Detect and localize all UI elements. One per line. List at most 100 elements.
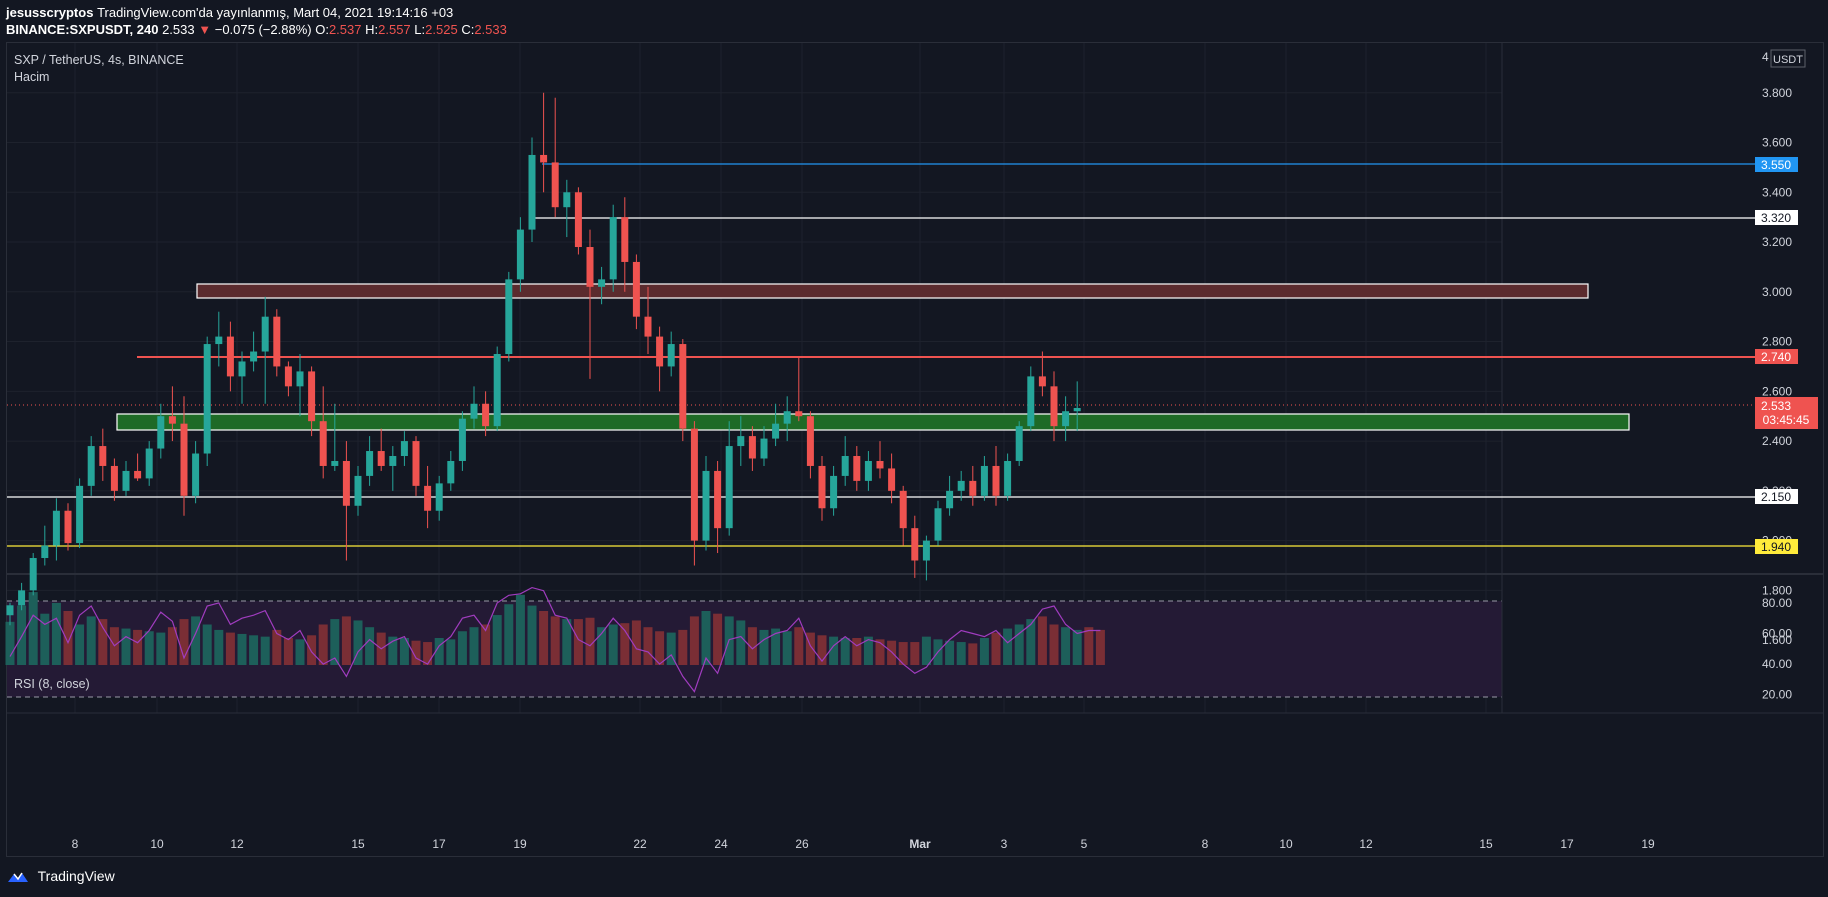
- candle-body: [714, 470, 722, 529]
- date-tick-label: Mar: [909, 837, 931, 851]
- badge-3320[interactable]: 3.320: [1755, 210, 1798, 225]
- badge-1940-text: 1.940: [1761, 540, 1791, 554]
- price-change: −0.075 (−2.88%): [214, 22, 312, 37]
- volume-bar: [318, 624, 328, 665]
- volume-bar: [863, 636, 873, 665]
- volume-bar: [956, 642, 966, 665]
- date-tick-label: 12: [230, 837, 244, 851]
- pair-legend: SXP / TetherUS, 4s, BINANCE: [14, 53, 184, 67]
- volume-bar: [17, 605, 27, 665]
- date-tick-label: 24: [714, 837, 728, 851]
- candle-body: [180, 423, 188, 496]
- volume-bar: [1003, 628, 1013, 665]
- candle-body: [551, 162, 559, 208]
- badge-3550[interactable]: 3.550: [1755, 157, 1798, 172]
- volume-bar: [840, 638, 850, 665]
- badge-last-price-text: 2.533: [1761, 399, 1791, 413]
- low-value: 2.525: [425, 22, 458, 37]
- price-tick-label: 3.200: [1762, 235, 1792, 249]
- candle-body: [412, 441, 420, 486]
- volume-bar: [51, 602, 61, 665]
- price-tick-label: 3.600: [1762, 136, 1792, 150]
- candle-body: [296, 371, 304, 387]
- tradingview-brand[interactable]: TradingView: [6, 868, 115, 885]
- volume-bar: [887, 640, 897, 665]
- volume-bar: [945, 640, 955, 665]
- candle-body: [772, 423, 780, 439]
- rsi-axis-ticks: 80.00 60.00 40.00 20.00: [1762, 596, 1792, 702]
- candle-body: [806, 416, 814, 466]
- volume-bar: [28, 592, 38, 665]
- candle-body: [354, 475, 362, 506]
- volume-bar: [620, 623, 630, 665]
- candle-body: [980, 465, 988, 496]
- date-tick-label: 10: [1279, 837, 1293, 851]
- candle-body: [1004, 460, 1012, 496]
- volume-bar: [121, 628, 131, 665]
- price-tick-label: 1.600: [1762, 633, 1792, 647]
- candle-body: [876, 460, 884, 469]
- candle-body: [238, 361, 246, 377]
- badge-2150[interactable]: 2.150: [1755, 489, 1798, 504]
- badge-last-price[interactable]: 2.533 03:45:45: [1755, 397, 1818, 429]
- last-price: 2.533: [162, 22, 195, 37]
- candle-body: [864, 460, 872, 481]
- author-name[interactable]: jesusscryptos: [6, 5, 94, 20]
- candle-body: [540, 154, 548, 163]
- volume-bar: [910, 642, 920, 665]
- volume-bar: [805, 632, 815, 665]
- candle-body: [331, 460, 339, 466]
- resistance-zone[interactable]: [196, 283, 1589, 299]
- date-tick-label: 22: [633, 837, 647, 851]
- volume-legend: Hacim: [14, 70, 49, 84]
- candle-body: [447, 460, 455, 484]
- volume-bar: [585, 617, 595, 665]
- candle-body: [215, 336, 223, 345]
- volume-bar: [399, 638, 409, 665]
- low-label: L:: [414, 22, 426, 37]
- support-zone[interactable]: [116, 413, 1630, 431]
- volume-bar: [1061, 627, 1071, 665]
- rsi-tick-label: 60.00: [1762, 627, 1792, 641]
- date-tick-label: 17: [432, 837, 446, 851]
- badge-2150-text: 2.150: [1761, 490, 1791, 504]
- volume-bar: [225, 632, 235, 665]
- volume-bar: [794, 627, 804, 665]
- badge-2740-text: 2.740: [1761, 350, 1791, 364]
- candle-body: [632, 261, 640, 317]
- volume-bar: [550, 616, 560, 665]
- candle-body: [424, 485, 432, 511]
- levels: [7, 163, 1758, 547]
- volume-bar: [365, 627, 375, 665]
- candle-body: [41, 545, 49, 559]
- candle-body: [795, 411, 803, 417]
- candle-body: [934, 508, 942, 541]
- rsi-legend: RSI (8, close): [14, 677, 90, 691]
- volume-bar: [747, 627, 757, 665]
- volume-bar: [597, 627, 607, 665]
- symbol-info: BINANCE:SXPUSDT, 240 2.533 ▼ −0.075 (−2.…: [6, 22, 507, 37]
- badge-1940[interactable]: 1.940: [1755, 539, 1798, 554]
- currency-badge-box[interactable]: [1770, 49, 1806, 68]
- volume-bar: [307, 635, 317, 665]
- candle-body: [528, 154, 536, 230]
- candle-body: [250, 351, 258, 362]
- open-value: 2.537: [328, 22, 362, 37]
- candle-body: [400, 441, 408, 457]
- candle-body: [516, 229, 524, 280]
- volume-bar: [353, 620, 363, 665]
- volume-bar: [875, 639, 885, 665]
- volume-bar: [295, 639, 305, 665]
- badge-3320-text: 3.320: [1761, 211, 1791, 225]
- candle-body: [145, 448, 153, 479]
- candle-body: [830, 475, 838, 509]
- badge-2740[interactable]: 2.740: [1755, 349, 1798, 364]
- candle-body: [574, 192, 582, 248]
- candle-body: [110, 465, 118, 491]
- volume-bar: [249, 635, 259, 665]
- candle-body: [899, 490, 907, 529]
- rsi-line: [9, 586, 1101, 693]
- volume-bar: [423, 642, 433, 665]
- date-tick-label: 26: [795, 837, 809, 851]
